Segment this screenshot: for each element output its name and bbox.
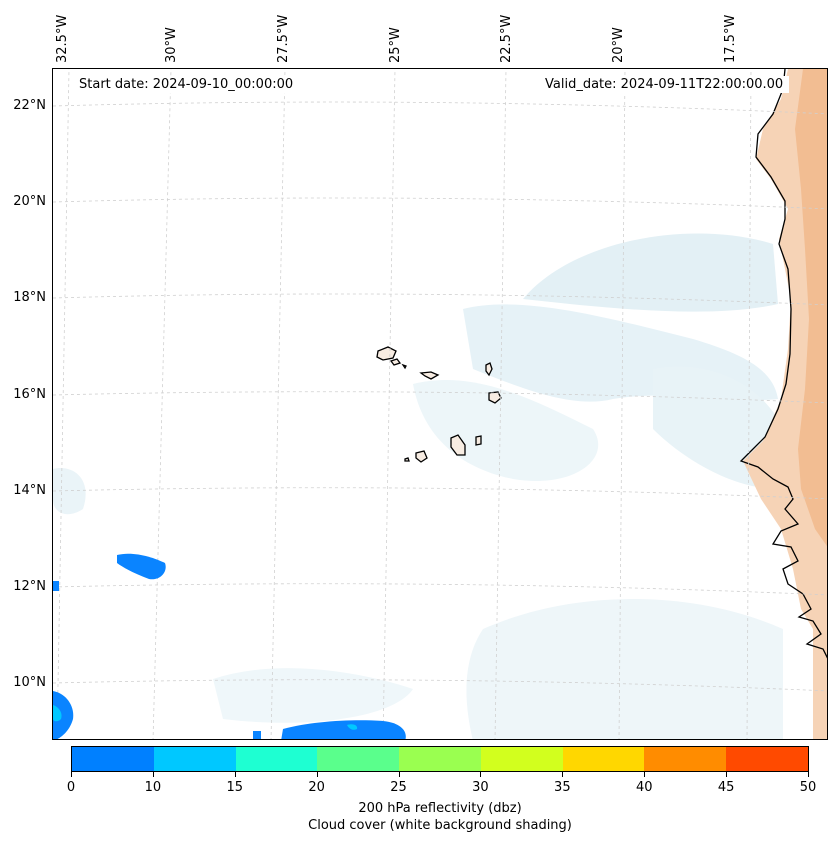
map-gridlines: [53, 69, 827, 739]
lat-label-14n: 14°N: [13, 483, 46, 498]
colorbar-tick-label: 45: [717, 780, 735, 795]
valid-date-label: Valid_date: 2024-09-11T22:00:00.00: [539, 76, 790, 93]
lat-label-18n: 18°N: [13, 290, 46, 305]
cloud-patch-south-east: [466, 599, 783, 739]
colorbar-tick-mark: [726, 772, 728, 777]
colorbar-tick-mark: [316, 772, 318, 777]
lon-label-30w: 30°W: [164, 27, 179, 63]
colorbar-tick-label: 10: [144, 780, 162, 795]
colorbar-tick-label: 30: [472, 780, 489, 795]
lat-label-12n: 12°N: [13, 579, 46, 594]
colorbar-tick-label: 35: [554, 780, 571, 795]
colorbar-segment-7: [644, 747, 727, 771]
start-date-label: Start date: 2024-09-10_00:00:00: [73, 76, 300, 93]
lon-label-27-5w: 27.5°W: [276, 14, 291, 63]
lon-label-32-5w: 32.5°W: [55, 14, 70, 63]
island-santiago: [450, 434, 466, 456]
cloud-patch-central: [413, 380, 599, 481]
colorbar-tick-mark: [480, 772, 482, 777]
colorbar-segment-8: [726, 747, 809, 771]
lon-label-20w: 20°W: [611, 27, 626, 63]
colorbar-tick-mark: [234, 772, 236, 777]
island-sao-vicente: [389, 358, 402, 366]
reflectivity-blob-south: [281, 720, 406, 739]
reflectivity-blob-small: [253, 731, 261, 739]
island-fogo: [415, 450, 428, 463]
lat-label-10n: 10°N: [13, 675, 46, 690]
lon-label-25w: 25°W: [388, 27, 403, 63]
africa-land-inner: [795, 69, 827, 547]
reflectivity-layer: [53, 553, 406, 739]
colorbar-tick-label: 40: [635, 780, 653, 795]
reflectivity-core-south: [347, 724, 358, 730]
reflectivity-blob-sw: [53, 691, 74, 739]
colorbar-tick-mark: [808, 772, 809, 777]
colorbar-segment-4: [399, 747, 481, 771]
colorbar-segment-1: [153, 747, 236, 771]
colorbar-segment-6: [562, 747, 645, 771]
island-maio: [475, 435, 482, 446]
colorbar-tick-label: 20: [308, 780, 325, 795]
colorbar-tick-mark: [152, 772, 154, 777]
map-canvas: [53, 69, 827, 739]
cape-verde-islands: [376, 346, 502, 463]
colorbar-tick-label: 50: [799, 780, 817, 795]
colorbar-title: 200 hPa reflectivity (dbz): [358, 801, 522, 816]
colorbar-tick-label: 25: [390, 780, 407, 795]
map-panel[interactable]: [52, 68, 828, 740]
cloud-cover-layer: [53, 233, 783, 739]
reflectivity-blob-12n: [117, 553, 166, 580]
lon-label-17-5w: 17.5°W: [723, 14, 738, 63]
colorbar-segment-0: [72, 747, 154, 771]
africa-land: [739, 69, 827, 739]
lat-label-22n: 22°N: [13, 98, 46, 113]
colorbar-tick-mark: [398, 772, 400, 777]
cloud-patch-south-west: [213, 668, 413, 723]
island-santa-luzia: [401, 363, 407, 370]
africa-coastline: [739, 69, 827, 659]
lat-label-20n: 20°N: [13, 194, 46, 209]
lat-label-16n: 16°N: [13, 387, 46, 402]
colorbar-tick-mark: [562, 772, 564, 777]
colorbar-tick-mark: [71, 772, 72, 777]
colorbar-segment-2: [235, 747, 318, 771]
colorbar-tick-mark: [644, 772, 646, 777]
cloud-patch-west: [53, 468, 86, 515]
colorbar-segment-3: [317, 747, 400, 771]
reflectivity-core-sw: [53, 705, 62, 722]
colorbar-tick-label: 15: [226, 780, 244, 795]
colorbar: [71, 746, 809, 772]
colorbar-tick-label: 0: [66, 780, 76, 795]
lon-label-22-5w: 22.5°W: [499, 14, 514, 63]
island-sao-nicolau: [419, 371, 440, 380]
colorbar-segment-5: [480, 747, 563, 771]
island-sal: [485, 362, 493, 377]
reflectivity-blob-edge-12n: [53, 581, 59, 591]
island-brava: [404, 457, 410, 462]
island-boa-vista: [488, 391, 502, 404]
colorbar-subtitle: Cloud cover (white background shading): [308, 818, 572, 833]
island-santo-antao: [376, 346, 397, 361]
cloud-band-north: [523, 233, 778, 312]
